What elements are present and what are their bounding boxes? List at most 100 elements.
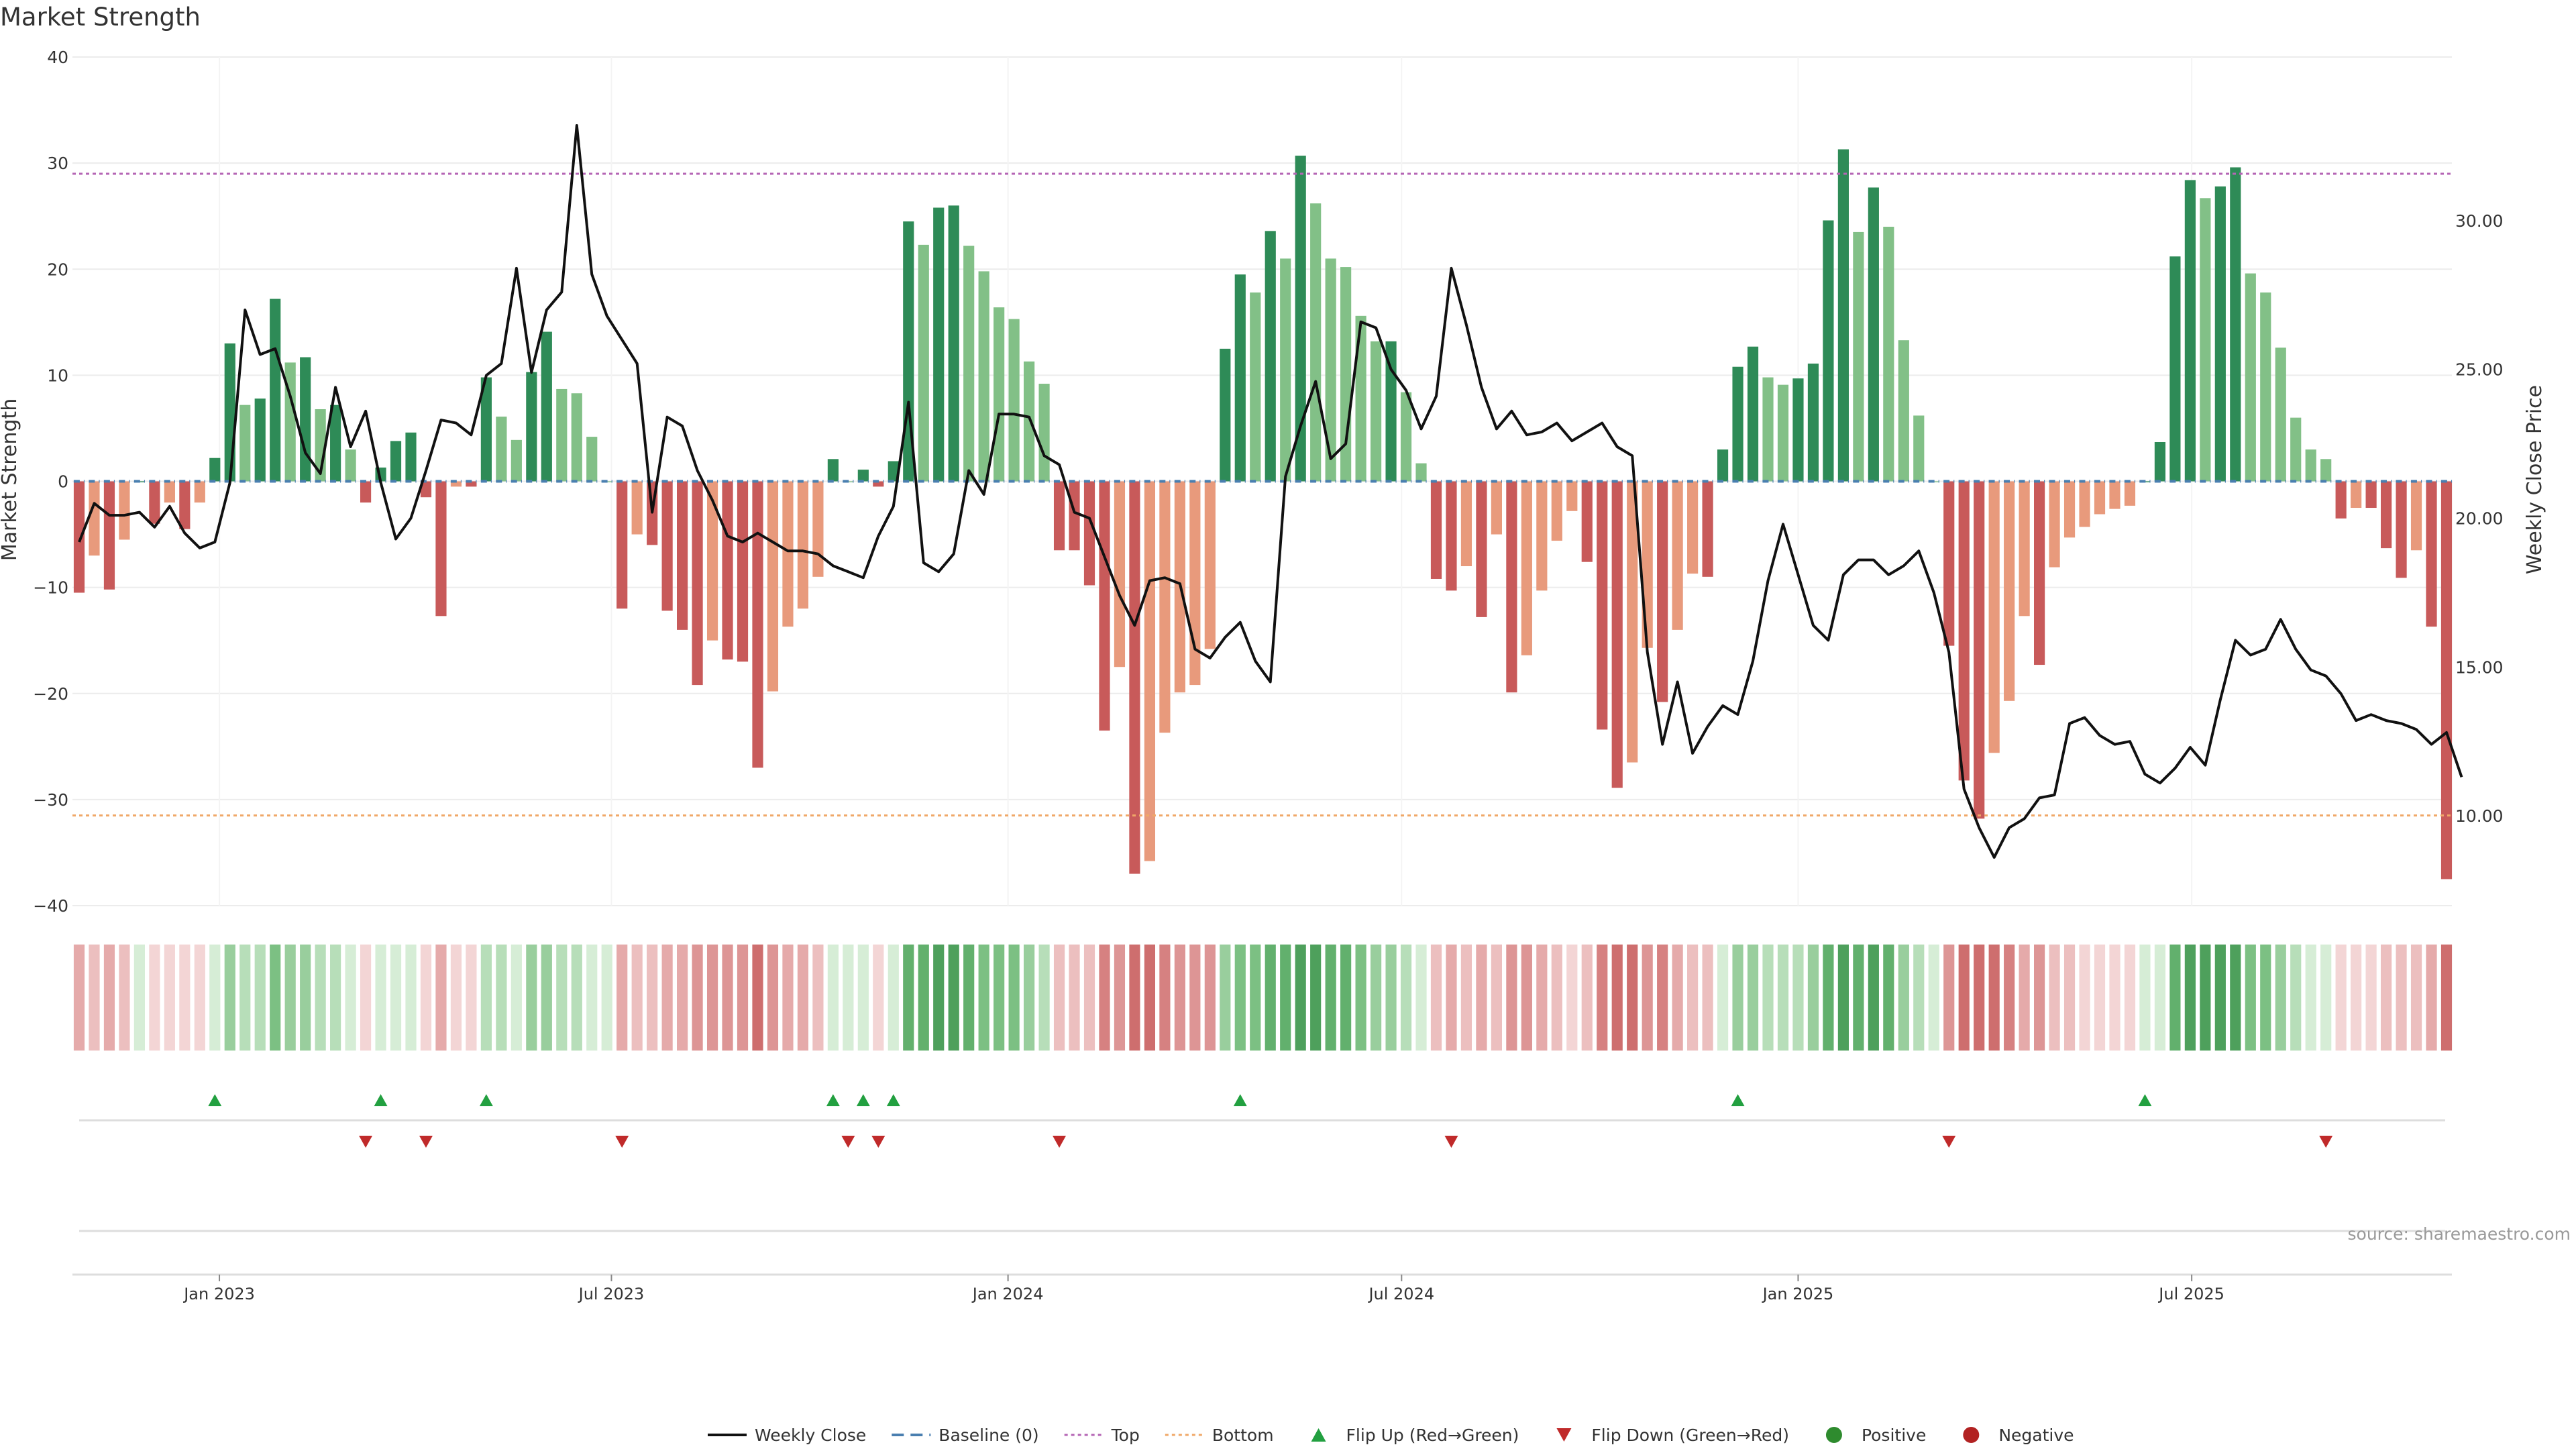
strength-bar [405, 432, 417, 482]
strip-cell [888, 945, 899, 1051]
legend-negative-swatch [1963, 1427, 1980, 1443]
strength-bar [2063, 481, 2076, 538]
strip-cell [843, 945, 854, 1051]
strength-bar [1853, 231, 1864, 482]
strip-cell [616, 945, 628, 1051]
strength-bar [164, 481, 175, 503]
strip-cell [1491, 945, 1502, 1051]
x-tick-label: Jul 2025 [2157, 1285, 2224, 1303]
strip-cell [2290, 945, 2302, 1051]
strip-cell [677, 945, 688, 1051]
strength-bar [2019, 481, 2030, 616]
strength-bar [1038, 384, 1050, 482]
flip-down-marker [841, 1136, 855, 1148]
strip-cell [827, 945, 839, 1051]
strength-bar [1611, 481, 1623, 788]
strength-bar [2426, 481, 2437, 627]
strength-bar [2109, 481, 2121, 509]
strength-bar [692, 481, 703, 686]
strength-bar [1460, 481, 1472, 566]
strip-cell [2365, 945, 2377, 1051]
strip-cell [1898, 945, 1909, 1051]
strength-bar [435, 481, 447, 616]
strength-bar [1823, 220, 1834, 482]
strength-bar [1988, 481, 2000, 753]
right-tick-label: 25.00 [2455, 360, 2504, 380]
strip-cell [2230, 945, 2241, 1051]
strength-bar [1280, 258, 1291, 482]
strength-bar [933, 207, 945, 482]
strip-cell [1823, 945, 1834, 1051]
strength-bar [149, 481, 160, 524]
strip-cell [103, 945, 115, 1051]
x-axis: Jan 2023 Jul 2023 Jan 2024 Jul 2024 Jan 2025… [72, 1273, 2452, 1303]
strip-cell [556, 945, 568, 1051]
legend-flip-down-swatch [1556, 1428, 1572, 1442]
strength-bar [1868, 187, 1879, 482]
strength-bar [119, 481, 130, 540]
strength-bar [1536, 481, 1548, 591]
strength-bar [1355, 315, 1366, 482]
legend-baseline-label: Baseline (0) [938, 1426, 1038, 1445]
strength-bar [239, 405, 251, 482]
strip-cell [239, 945, 251, 1051]
strength-bar [2396, 481, 2407, 578]
left-tick-label: 0 [58, 472, 68, 492]
strip-cell [119, 945, 130, 1051]
strength-bar [1008, 319, 1020, 482]
strength-bar [1385, 341, 1397, 482]
strength-bar [345, 449, 356, 482]
strip-cell [541, 945, 552, 1051]
strip-cell [1807, 945, 1819, 1051]
strength-bar [1083, 481, 1095, 586]
strip-cell [1159, 945, 1171, 1051]
flip-up-marker [479, 1094, 493, 1106]
strip-cell [692, 945, 703, 1051]
strength-bar [1898, 340, 1909, 482]
strip-cell [1988, 945, 2000, 1051]
strip-cell [571, 945, 582, 1051]
strip-cell [496, 945, 507, 1051]
strength-bar [1295, 156, 1306, 482]
strength-bar [1672, 481, 1683, 630]
strength-bar [2290, 417, 2302, 482]
strip-cell [1370, 945, 1382, 1051]
strip-cell [1189, 945, 1201, 1051]
strip-cell [1008, 945, 1020, 1051]
strength-bar [390, 441, 402, 482]
strip-cell [1250, 945, 1261, 1051]
strip-cell [73, 945, 85, 1051]
strip-cell [2094, 945, 2106, 1051]
strip-cell [480, 945, 492, 1051]
flip-down-marker [419, 1136, 433, 1148]
strip-cell [978, 945, 989, 1051]
strip-cell [1657, 945, 1668, 1051]
strength-bar [994, 307, 1005, 482]
legend-positive-swatch [1825, 1427, 1842, 1443]
strip-cell [2139, 945, 2151, 1051]
strip-cell [1024, 945, 1035, 1051]
strip-cell [1551, 945, 1562, 1051]
strip-cell [390, 945, 402, 1051]
legend-flip-up-label: Flip Up (Red→Green) [1346, 1426, 1519, 1445]
flip-down-marker [359, 1136, 373, 1148]
strength-bar [224, 343, 235, 482]
strength-bar [873, 481, 884, 487]
strip-cell [1280, 945, 1291, 1051]
legend-bottom-label: Bottom [1212, 1426, 1274, 1445]
strength-bar [1792, 378, 1804, 482]
weekly-close-line [78, 124, 2463, 859]
strip-cell [450, 945, 462, 1051]
strip-cell [345, 945, 356, 1051]
strip-cell [1717, 945, 1729, 1051]
strength-bar [2335, 481, 2347, 519]
strength-bar [1415, 463, 1427, 482]
strip-cell [2154, 945, 2166, 1051]
strength-bar [1159, 481, 1171, 733]
strength-bar [586, 437, 598, 482]
strip-cell [315, 945, 326, 1051]
right-y-axis-label: Weekly Close Price [2523, 385, 2546, 574]
left-tick-label: −40 [33, 896, 68, 916]
flip-up-marker [886, 1094, 900, 1106]
